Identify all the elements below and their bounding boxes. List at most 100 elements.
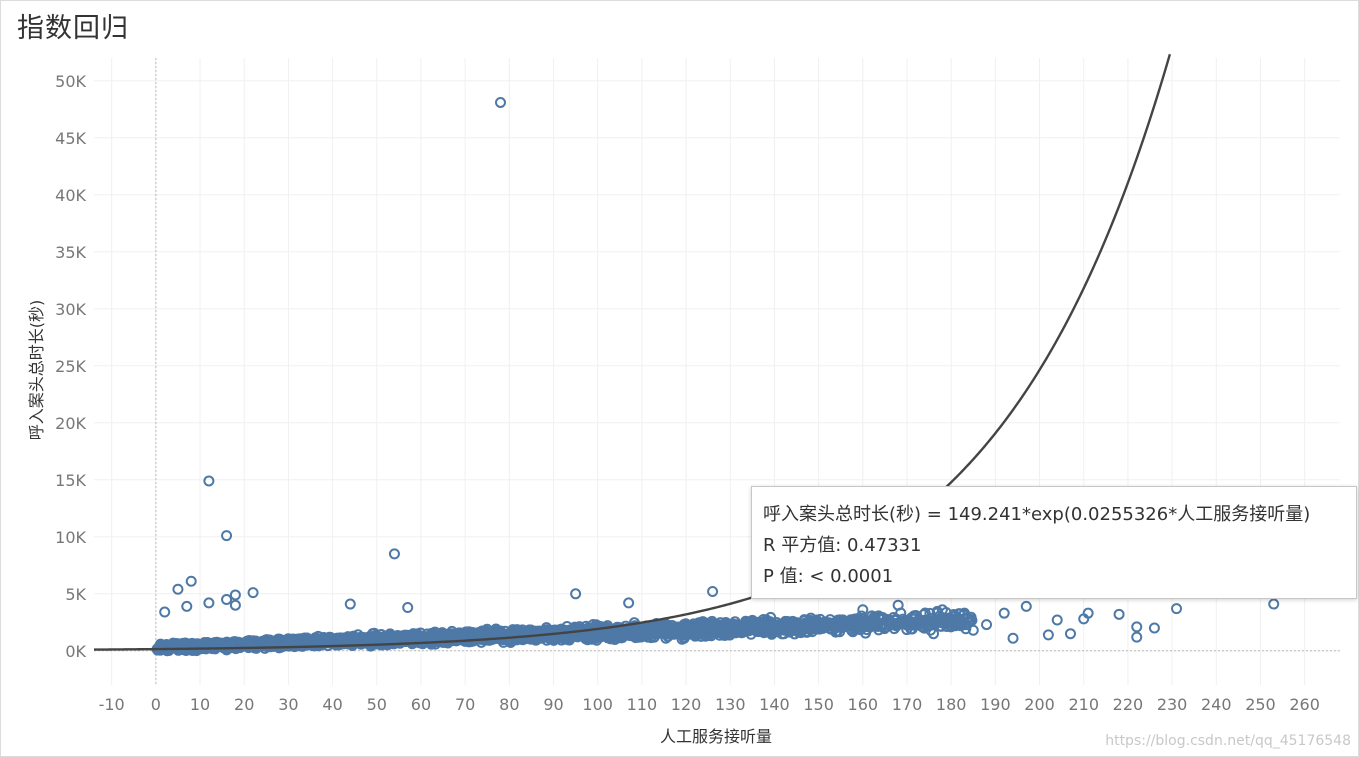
data-point (729, 625, 741, 637)
data-point (259, 640, 271, 652)
x-tick-label: 260 (1289, 695, 1320, 714)
x-tick-label: 190 (980, 695, 1011, 714)
data-point (707, 586, 719, 598)
data-point (936, 604, 948, 616)
data-point (318, 633, 330, 645)
data-point (1051, 614, 1063, 626)
data-point (373, 632, 385, 644)
data-point (494, 96, 506, 108)
data-point (1007, 632, 1019, 644)
regression-tooltip: 呼入案头总时长(秒) = 149.241*exp(0.0255326*人工服务接… (751, 486, 1357, 599)
x-tick-label: 60 (411, 695, 431, 714)
data-point (890, 613, 902, 625)
data-point (262, 634, 274, 646)
data-point (868, 611, 880, 623)
data-point (268, 635, 280, 647)
x-tick-label: 40 (322, 695, 342, 714)
axis-ticks: -10 0 10 20 30 40 50 60 70 80 90 100 110 120 130 140 150… (55, 72, 1320, 714)
data-point (710, 621, 722, 633)
data-point (1268, 598, 1280, 610)
x-tick-label: 90 (543, 695, 563, 714)
data-point (753, 616, 765, 628)
data-point (778, 628, 790, 640)
y-tick-label: 15K (55, 471, 86, 490)
data-point (616, 626, 628, 638)
data-point (700, 628, 712, 640)
data-point (1148, 622, 1160, 634)
data-point (1131, 621, 1143, 633)
x-tick-label: 250 (1245, 695, 1276, 714)
x-tick-label: 50 (367, 695, 387, 714)
data-point (177, 641, 189, 653)
data-point (229, 589, 241, 601)
data-point (1131, 631, 1143, 643)
data-point (165, 640, 177, 652)
data-point (519, 627, 531, 639)
data-point (360, 632, 372, 644)
data-point (185, 575, 197, 587)
data-point (675, 627, 687, 639)
data-point (446, 632, 458, 644)
data-point (950, 620, 962, 632)
data-point (518, 633, 530, 645)
x-tick-label: 150 (803, 695, 834, 714)
x-tick-label: 140 (759, 695, 790, 714)
x-tick-label: 230 (1157, 695, 1188, 714)
data-point (229, 599, 241, 611)
data-point (740, 623, 752, 635)
x-tick-label: 220 (1113, 695, 1144, 714)
y-tick-label: 50K (55, 72, 86, 91)
watermark: https://blog.csdn.net/qq_45176548 (1105, 733, 1351, 749)
data-point (665, 627, 677, 639)
data-point (797, 622, 809, 634)
data-point (1082, 607, 1094, 619)
data-point (685, 620, 697, 632)
data-point (841, 617, 853, 629)
x-tick-label: 10 (190, 695, 210, 714)
x-tick-label: 210 (1068, 695, 1099, 714)
data-point (928, 628, 940, 640)
y-tick-label: 5K (65, 585, 86, 604)
data-point (402, 601, 414, 613)
x-tick-label: 110 (627, 695, 658, 714)
data-point (159, 606, 171, 618)
trend-line[interactable] (93, 53, 1172, 651)
x-tick-label: 180 (936, 695, 967, 714)
data-point (910, 609, 922, 621)
x-tick-label: 100 (582, 695, 613, 714)
y-tick-label: 45K (55, 129, 86, 148)
data-point (388, 548, 400, 560)
y-tick-label: 0K (65, 642, 86, 661)
data-point (221, 530, 233, 542)
data-point (1020, 600, 1032, 612)
data-point (623, 597, 635, 609)
x-tick-label: 70 (455, 695, 475, 714)
x-tick-label: 0 (151, 695, 161, 714)
data-point (348, 637, 360, 649)
data-point (998, 607, 1010, 619)
data-point (714, 621, 726, 633)
grid (94, 58, 1340, 685)
data-point (570, 588, 582, 600)
data-point (181, 600, 193, 612)
x-axis-label: 人工服务接听量 (660, 727, 772, 746)
x-tick-label: 80 (499, 695, 519, 714)
y-tick-label: 40K (55, 186, 86, 205)
x-tick-label: 240 (1201, 695, 1232, 714)
data-point (248, 636, 260, 648)
r-squared: R 平方值: 0.47331 (763, 535, 922, 556)
data-point (344, 598, 356, 610)
data-point (857, 604, 869, 616)
x-tick-label: 200 (1024, 695, 1055, 714)
x-tick-label: -10 (99, 695, 125, 714)
data-point (329, 634, 341, 646)
data-point (1113, 608, 1125, 620)
data-point (720, 621, 732, 633)
data-point (805, 624, 817, 636)
data-point (426, 634, 438, 646)
y-axis-label: 呼入案头总时长(秒) (27, 300, 46, 441)
y-tick-label: 20K (55, 414, 86, 433)
data-point (641, 629, 653, 641)
data-point (832, 615, 844, 627)
